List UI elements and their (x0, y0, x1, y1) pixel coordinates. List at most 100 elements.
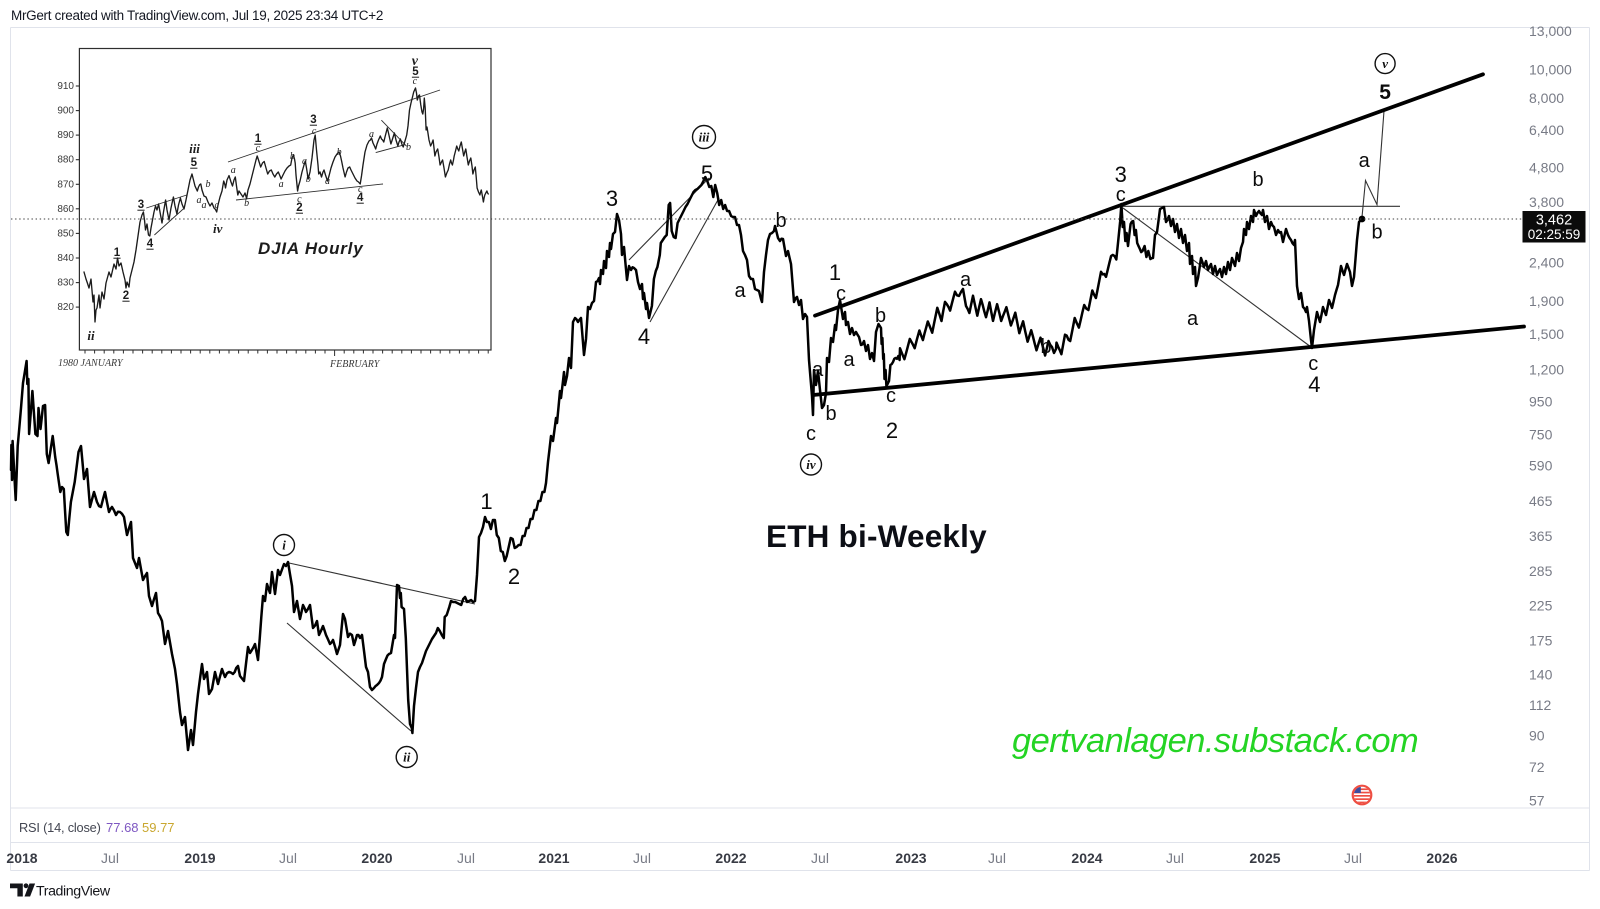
svg-text:8,000: 8,000 (1529, 90, 1564, 106)
svg-text:i: i (282, 537, 286, 552)
svg-text:a: a (734, 280, 746, 302)
svg-text:2025: 2025 (1249, 850, 1280, 866)
svg-text:2023: 2023 (895, 850, 926, 866)
svg-text:a: a (843, 349, 855, 371)
svg-text:3: 3 (138, 199, 144, 211)
svg-text:a: a (197, 195, 202, 206)
svg-text:6,400: 6,400 (1529, 122, 1564, 138)
svg-text:4: 4 (1308, 372, 1320, 397)
svg-text:2024: 2024 (1071, 850, 1102, 866)
svg-text:59.77: 59.77 (142, 820, 175, 835)
svg-text:iii: iii (699, 129, 710, 144)
svg-text:2: 2 (886, 418, 898, 443)
svg-text:FEBRUARY: FEBRUARY (329, 359, 381, 370)
svg-text:5: 5 (701, 161, 713, 186)
svg-text:ii: ii (87, 328, 95, 343)
svg-text:a: a (302, 156, 307, 167)
svg-text:3: 3 (606, 186, 618, 211)
svg-text:c: c (312, 126, 317, 137)
svg-text:DJIA Hourly: DJIA Hourly (258, 239, 364, 258)
svg-text:840: 840 (57, 253, 74, 264)
svg-text:3,800: 3,800 (1529, 194, 1564, 210)
svg-text:c: c (256, 143, 261, 154)
svg-text:2,400: 2,400 (1529, 255, 1564, 271)
svg-text:b: b (1371, 222, 1382, 244)
svg-text:860: 860 (57, 204, 74, 215)
svg-text:72: 72 (1529, 759, 1545, 775)
svg-text:1980 JANUARY: 1980 JANUARY (58, 358, 124, 369)
svg-text:880: 880 (57, 155, 74, 166)
svg-text:870: 870 (57, 179, 74, 190)
svg-text:c: c (1308, 353, 1318, 375)
svg-text:b: b (1252, 169, 1263, 191)
svg-text:b: b (825, 403, 836, 425)
svg-text:iv: iv (213, 221, 223, 236)
svg-text:590: 590 (1529, 458, 1553, 474)
svg-text:2021: 2021 (538, 850, 569, 866)
svg-text:2020: 2020 (361, 850, 392, 866)
svg-text:b: b (290, 151, 295, 162)
svg-text:ETH bi-Weekly: ETH bi-Weekly (766, 518, 987, 554)
svg-text:c: c (297, 194, 302, 205)
svg-text:830: 830 (57, 278, 74, 289)
svg-text:1,900: 1,900 (1529, 293, 1564, 309)
svg-text:a: a (202, 200, 207, 211)
svg-text:112: 112 (1529, 697, 1552, 713)
svg-text:77.68: 77.68 (106, 820, 139, 835)
svg-text:iii: iii (189, 141, 200, 156)
svg-text:ii: ii (403, 749, 411, 764)
svg-text:10,000: 10,000 (1529, 62, 1572, 78)
svg-text:RSI (14, close): RSI (14, close) (19, 820, 101, 835)
svg-text:c: c (806, 423, 816, 445)
svg-text:b: b (337, 147, 342, 158)
svg-text:950: 950 (1529, 394, 1553, 410)
svg-text:c: c (214, 200, 219, 211)
svg-text:gertvanlagen.substack.com: gertvanlagen.substack.com (1012, 722, 1418, 760)
svg-text:2: 2 (508, 564, 520, 589)
svg-text:4: 4 (638, 324, 650, 349)
svg-text:1,500: 1,500 (1529, 326, 1564, 342)
svg-text:c: c (358, 184, 363, 195)
svg-text:900: 900 (57, 106, 74, 117)
svg-text:b: b (244, 198, 249, 209)
svg-text:Jul: Jul (988, 850, 1006, 866)
svg-text:02:25:59: 02:25:59 (1528, 227, 1581, 242)
svg-text:v: v (1382, 56, 1388, 71)
svg-text:1: 1 (114, 247, 121, 259)
svg-text:90: 90 (1529, 728, 1545, 744)
svg-text:2018: 2018 (6, 850, 37, 866)
svg-text:365: 365 (1529, 528, 1553, 544)
svg-text:2: 2 (296, 202, 302, 214)
svg-text:b: b (306, 174, 311, 185)
svg-text:c: c (886, 385, 896, 407)
svg-text:Jul: Jul (279, 850, 297, 866)
svg-text:a: a (1187, 308, 1199, 330)
svg-text:5: 5 (191, 157, 198, 169)
svg-text:1: 1 (480, 489, 492, 514)
svg-text:750: 750 (1529, 427, 1553, 443)
svg-text:2022: 2022 (715, 850, 746, 866)
svg-text:4: 4 (357, 192, 364, 204)
svg-text:3,462: 3,462 (1536, 213, 1572, 229)
svg-text:b: b (775, 210, 786, 232)
svg-text:175: 175 (1529, 633, 1553, 649)
svg-text:57: 57 (1529, 793, 1545, 809)
svg-text:c: c (1116, 184, 1126, 206)
svg-text:b: b (406, 142, 411, 153)
svg-text:Jul: Jul (457, 850, 475, 866)
svg-text:5: 5 (1379, 81, 1391, 104)
svg-text:a: a (279, 179, 284, 190)
svg-text:Jul: Jul (101, 850, 119, 866)
svg-text:1,200: 1,200 (1529, 362, 1564, 378)
svg-text:a: a (369, 129, 374, 140)
svg-text:820: 820 (57, 302, 74, 313)
svg-text:MrGert created with TradingVie: MrGert created with TradingView.com, Jul… (11, 8, 383, 23)
svg-text:465: 465 (1529, 493, 1553, 509)
svg-text:c: c (413, 76, 418, 87)
svg-text:Jul: Jul (1166, 850, 1184, 866)
svg-text:b: b (875, 305, 886, 327)
svg-text:285: 285 (1529, 563, 1553, 579)
svg-text:2019: 2019 (184, 850, 215, 866)
svg-text:1: 1 (255, 133, 262, 145)
svg-text:v: v (412, 54, 419, 69)
